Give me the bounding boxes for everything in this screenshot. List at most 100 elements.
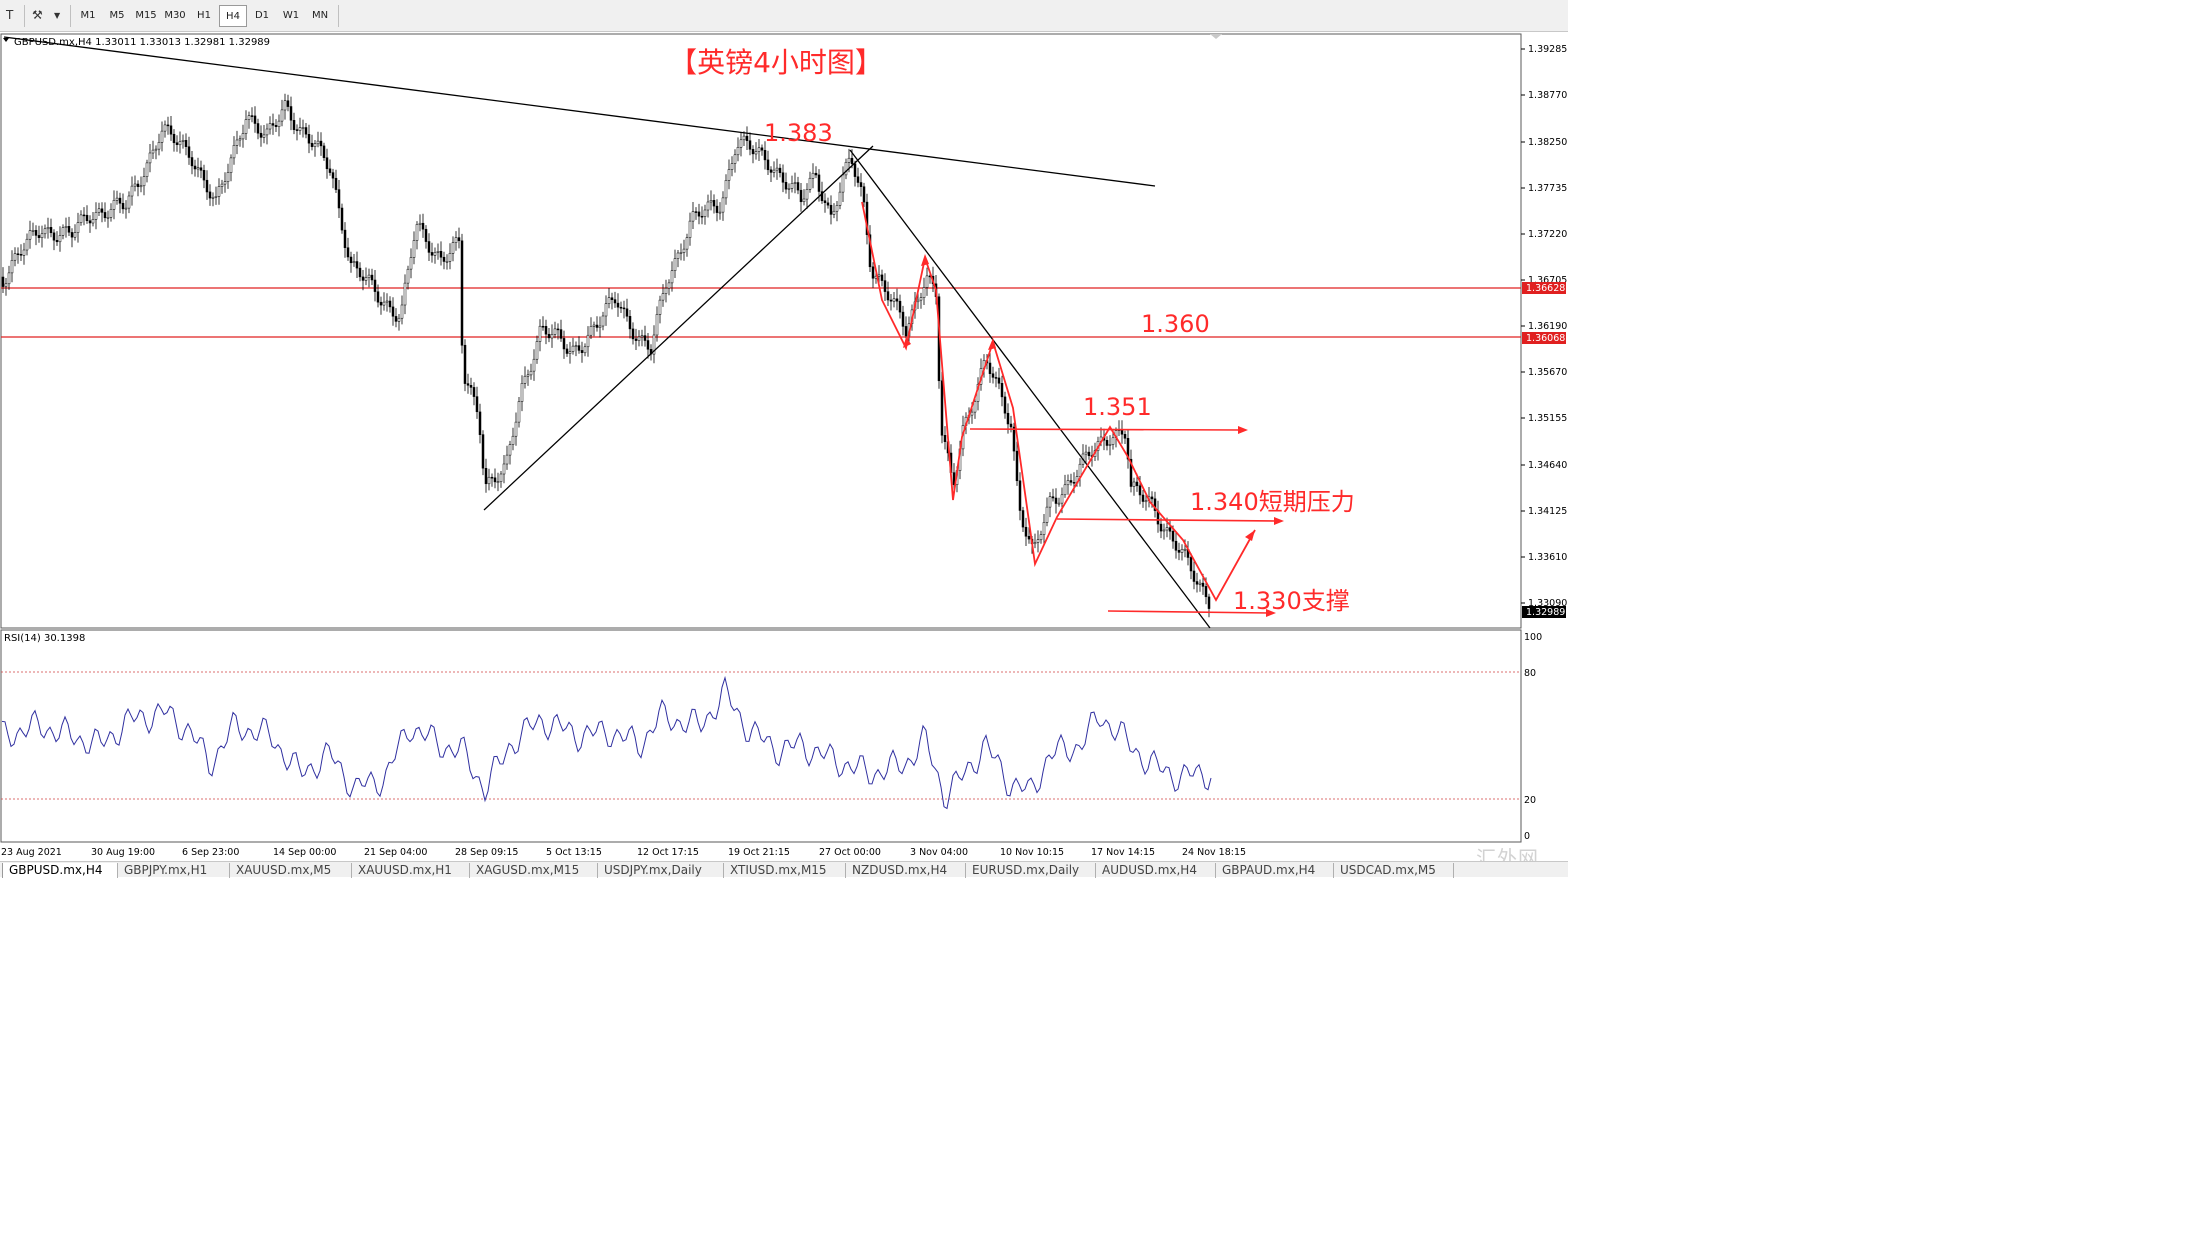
price-scale[interactable]: 1.39285 1.38770 1.38250 1.37735 1.37220 … xyxy=(1521,44,1567,609)
candle xyxy=(508,444,512,456)
candle xyxy=(265,128,269,136)
candle xyxy=(1060,494,1064,504)
timeframe-h4-button[interactable]: H4 xyxy=(219,5,247,27)
candle xyxy=(34,230,38,236)
candle xyxy=(619,306,623,309)
candle xyxy=(559,329,563,339)
candle xyxy=(580,350,584,353)
candle xyxy=(1141,494,1145,502)
chevron-down-icon[interactable]: ▼ xyxy=(54,11,61,20)
candle xyxy=(787,188,791,190)
candle xyxy=(262,134,266,138)
candle xyxy=(106,217,110,219)
candle xyxy=(778,167,782,173)
rsi-panel[interactable] xyxy=(0,629,1522,843)
downtrend-line-long[interactable] xyxy=(3,36,1156,187)
candle xyxy=(94,212,98,220)
timeframe-m15-button[interactable]: M15 xyxy=(135,10,157,21)
candle xyxy=(736,147,740,156)
candle xyxy=(487,476,491,485)
candle xyxy=(379,301,383,306)
candle xyxy=(625,308,629,317)
candle xyxy=(730,163,734,170)
candle xyxy=(1042,522,1046,535)
tab-usdjpy-daily[interactable]: USDJPY.mx,Daily xyxy=(598,863,724,878)
uptrend-line[interactable] xyxy=(483,145,874,511)
text-tool-icon[interactable]: T xyxy=(6,8,14,22)
tab-nzdusd-h4[interactable]: NZDUSD.mx,H4 xyxy=(846,863,966,878)
candle xyxy=(1171,531,1175,542)
candle xyxy=(817,174,821,192)
timeframe-mn-button[interactable]: MN xyxy=(311,10,329,21)
time-axis: 23 Aug 2021 30 Aug 19:00 6 Sep 23:00 14 … xyxy=(1,847,1246,858)
candle xyxy=(394,316,398,322)
tab-gbpjpy-h1[interactable]: GBPJPY.mx,H1 xyxy=(118,863,230,878)
annotation-1340-resistance: 1.340短期压力 xyxy=(1190,488,1355,516)
candle xyxy=(250,115,254,117)
candle xyxy=(1066,480,1070,486)
candle xyxy=(526,374,530,377)
tab-gbpusd-h4[interactable]: GBPUSD.mx,H4 xyxy=(2,863,118,878)
candle xyxy=(688,220,692,238)
candle xyxy=(991,373,995,378)
candle xyxy=(640,335,644,338)
timeframe-w1-button[interactable]: W1 xyxy=(282,10,300,21)
timeframe-m5-button[interactable]: M5 xyxy=(109,10,125,21)
chart-toolbar: T ⚒ ▼ M1 M5 M15 M30 H1 H4 D1 W1 MN xyxy=(0,0,1568,32)
candle xyxy=(304,127,308,135)
candle xyxy=(16,253,20,255)
candle xyxy=(1189,557,1193,572)
tab-xtiusd-m15[interactable]: XTIUSD.mx,M15 xyxy=(724,863,846,878)
timeframe-m1-button[interactable]: M1 xyxy=(80,10,96,21)
candle xyxy=(88,220,92,224)
price-scale-label: 1.37735 xyxy=(1528,183,1567,194)
arrow-icon xyxy=(903,337,911,348)
candle xyxy=(295,129,299,131)
candle xyxy=(292,120,296,130)
candle xyxy=(448,253,452,262)
price-chart-area[interactable] xyxy=(0,33,1522,629)
chart-shift-marker-icon[interactable] xyxy=(1210,34,1222,39)
candle xyxy=(58,235,62,243)
time-axis-label: 5 Oct 13:15 xyxy=(546,847,602,858)
candle xyxy=(595,324,599,328)
tab-xauusd-h1[interactable]: XAUUSD.mx,H1 xyxy=(352,863,470,878)
time-axis-label: 28 Sep 09:15 xyxy=(455,847,518,858)
candle xyxy=(775,167,779,171)
price-scale-label: 1.39285 xyxy=(1528,44,1567,55)
timeframe-h1-button[interactable]: H1 xyxy=(197,10,211,21)
candle xyxy=(679,252,683,254)
candle xyxy=(727,169,731,181)
current-price-tag xyxy=(1522,606,1566,618)
tab-usdcad-m5[interactable]: USDCAD.mx,M5 xyxy=(1334,863,1454,878)
timeframe-m30-button[interactable]: M30 xyxy=(164,10,186,21)
candle xyxy=(850,157,854,165)
candle xyxy=(883,280,887,292)
candle xyxy=(127,195,131,209)
shapes-tool-icon[interactable]: ⚒ xyxy=(32,8,43,22)
candle xyxy=(769,169,773,173)
tab-xauusd-m5[interactable]: XAUUSD.mx,M5 xyxy=(230,863,352,878)
tab-eurusd-daily[interactable]: EURUSD.mx,Daily xyxy=(966,863,1096,878)
candle xyxy=(652,334,656,355)
candle xyxy=(235,139,239,146)
candle xyxy=(439,251,443,258)
timeframe-d1-button[interactable]: D1 xyxy=(254,10,270,21)
candle xyxy=(622,307,626,310)
chart-window[interactable]: GBPUSD.mx,H4 1.33011 1.33013 1.32981 1.3… xyxy=(0,32,1568,860)
candle xyxy=(13,253,17,261)
candle xyxy=(130,185,134,197)
tab-xagusd-m15[interactable]: XAGUSD.mx,M15 xyxy=(470,863,598,878)
tab-audusd-h4[interactable]: AUDUSD.mx,H4 xyxy=(1096,863,1216,878)
candle xyxy=(877,274,881,277)
candle xyxy=(808,177,812,190)
candle xyxy=(661,293,665,301)
candle xyxy=(718,211,722,214)
downtrend-channel-line[interactable] xyxy=(849,149,1211,629)
symbol-menu-icon[interactable] xyxy=(3,38,9,42)
candle xyxy=(259,132,263,138)
candle xyxy=(511,435,515,445)
candle xyxy=(1153,498,1157,511)
tab-gbpaud-h4[interactable]: GBPAUD.mx,H4 xyxy=(1216,863,1334,878)
candle xyxy=(970,411,974,416)
